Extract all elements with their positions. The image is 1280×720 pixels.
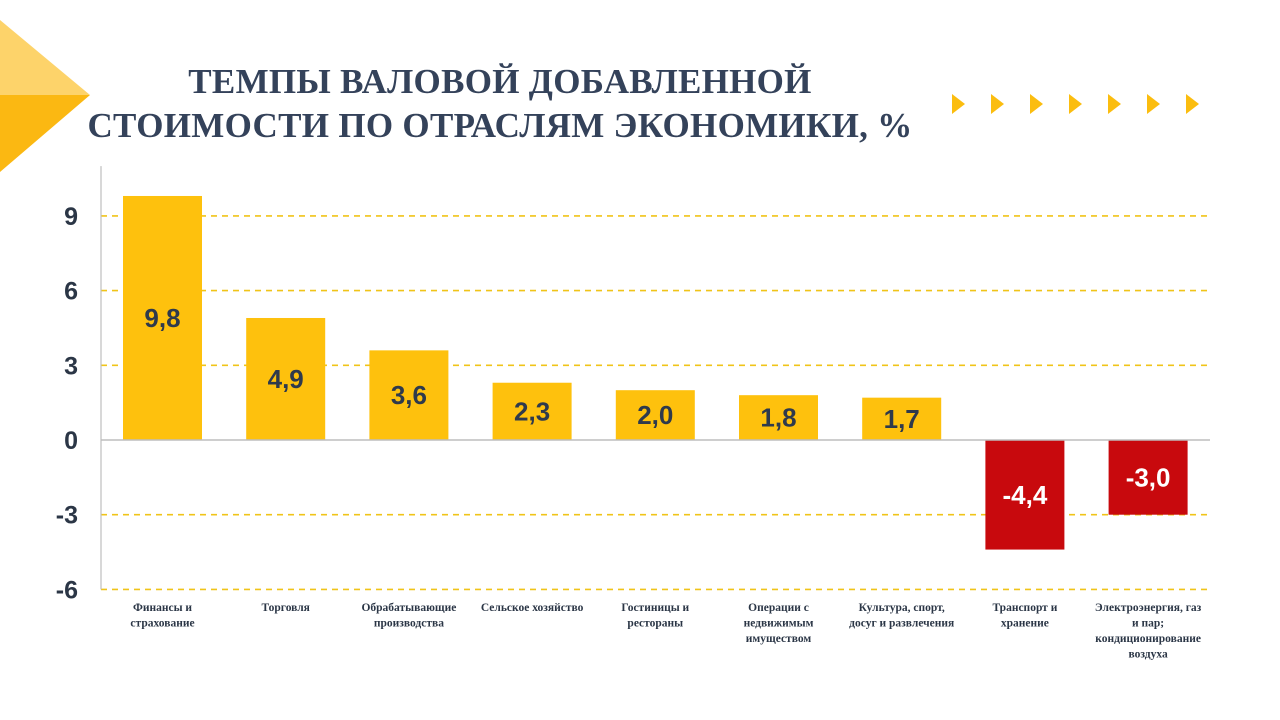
chart-title-line-2: СТОИМОСТИ ПО ОТРАСЛЯМ ЭКОНОМИКИ, % [87,106,913,145]
x-tick-label: Финансы и страхование [130,602,194,630]
chevron-arrows-decoration [952,94,1199,114]
bar [862,397,942,440]
bar [739,395,818,440]
corner-triangle-icon [0,20,90,172]
chevron-right-icon [1186,94,1199,114]
bar [369,350,449,440]
x-tick-label: Транспорт и хранение [992,602,1057,630]
bar [985,440,1065,550]
x-tick-label: Электроэнергия, газ и пар; кондиционирован… [1095,602,1202,661]
y-tick-label: 3 [64,352,78,380]
data-label: 1,8 [760,403,796,433]
x-tick-label: Обрабатывающие производства [361,602,456,630]
x-tick-label: Гостиницы и рестораны [621,602,689,630]
chevron-right-icon [1030,94,1043,114]
chart-title-line-1: ТЕМПЫ ВАЛОВОЙ ДОБАВЛЕННОЙ [188,62,812,101]
bar [246,317,326,440]
chevron-right-icon [1108,94,1121,114]
data-label: 9,8 [144,303,180,333]
data-label: 4,9 [268,364,304,394]
chevron-right-icon [1069,94,1082,114]
bar [615,390,695,440]
chevron-right-icon [1147,94,1160,114]
data-label: 1,7 [884,404,920,434]
bar [123,195,202,440]
data-label: 2,3 [514,396,550,426]
y-tick-label: -6 [56,576,78,604]
y-tick-label: 6 [64,278,78,306]
x-tick-label: Сельское хозяйство [481,602,584,614]
data-label: -4,4 [1002,480,1047,510]
y-tick-label: 0 [64,427,78,455]
data-label: 3,6 [391,380,427,410]
chevron-right-icon [991,94,1004,114]
bar [1108,440,1188,515]
x-tick-label: Культура, спорт, досуг и развлечения [849,602,954,630]
y-tick-label: 9 [64,203,78,231]
chart-title: ТЕМПЫ ВАЛОВОЙ ДОБАВЛЕННОЙ СТОИМОСТИ ПО О… [40,60,960,148]
bar [492,382,572,440]
data-label: 2,0 [637,400,673,430]
x-tick-label: Операции с недвижимым имуществом [744,602,814,645]
x-tick-label: Торговля [261,602,309,614]
chevron-right-icon [952,94,965,114]
y-tick-label: -3 [56,502,78,530]
data-label: -3,0 [1126,462,1171,492]
